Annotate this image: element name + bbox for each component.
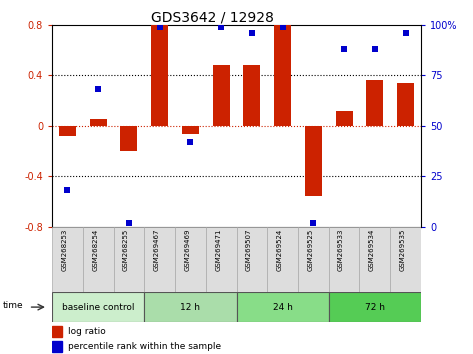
Bar bbox=[336, 110, 352, 126]
Text: 24 h: 24 h bbox=[272, 303, 293, 312]
Bar bbox=[83, 227, 114, 292]
Bar bbox=[151, 25, 168, 126]
Text: GSM269524: GSM269524 bbox=[277, 229, 283, 271]
Point bbox=[248, 30, 255, 36]
Point bbox=[94, 86, 102, 92]
Bar bbox=[305, 126, 322, 196]
Bar bbox=[329, 292, 421, 322]
Text: GSM269507: GSM269507 bbox=[246, 229, 252, 271]
Bar bbox=[329, 227, 359, 292]
Bar bbox=[52, 341, 62, 352]
Text: baseline control: baseline control bbox=[62, 303, 134, 312]
Bar bbox=[298, 227, 329, 292]
Bar bbox=[397, 83, 414, 126]
Bar bbox=[90, 119, 106, 126]
Bar bbox=[367, 80, 383, 126]
Text: GSM269535: GSM269535 bbox=[400, 229, 406, 271]
Bar bbox=[114, 227, 144, 292]
Text: GSM268255: GSM268255 bbox=[123, 229, 129, 271]
Point bbox=[279, 24, 287, 30]
Bar bbox=[244, 65, 260, 126]
Bar bbox=[144, 227, 175, 292]
Bar bbox=[274, 25, 291, 126]
Text: GSM269471: GSM269471 bbox=[215, 229, 221, 271]
Text: percentile rank within the sample: percentile rank within the sample bbox=[68, 342, 220, 351]
Bar bbox=[182, 126, 199, 135]
Point bbox=[186, 139, 194, 145]
Text: GSM269469: GSM269469 bbox=[184, 229, 190, 271]
Point bbox=[341, 46, 348, 52]
Bar bbox=[144, 292, 236, 322]
Bar bbox=[213, 65, 229, 126]
Point bbox=[63, 187, 71, 193]
Text: GSM269533: GSM269533 bbox=[338, 229, 344, 271]
Bar bbox=[390, 227, 421, 292]
Bar bbox=[236, 227, 267, 292]
Point bbox=[310, 220, 317, 225]
Text: GDS3642 / 12928: GDS3642 / 12928 bbox=[151, 11, 274, 25]
Point bbox=[402, 30, 410, 36]
Text: GSM268253: GSM268253 bbox=[61, 229, 67, 271]
Bar bbox=[52, 227, 83, 292]
Text: GSM268254: GSM268254 bbox=[92, 229, 98, 271]
Text: GSM269467: GSM269467 bbox=[154, 229, 159, 271]
Text: 72 h: 72 h bbox=[365, 303, 385, 312]
Bar bbox=[52, 292, 144, 322]
Text: GSM269525: GSM269525 bbox=[307, 229, 314, 271]
Bar bbox=[52, 326, 62, 337]
Bar bbox=[359, 227, 390, 292]
Point bbox=[125, 220, 132, 225]
Bar bbox=[175, 227, 206, 292]
Text: 12 h: 12 h bbox=[180, 303, 201, 312]
Text: time: time bbox=[3, 301, 23, 310]
Text: GSM269534: GSM269534 bbox=[369, 229, 375, 271]
Bar bbox=[206, 227, 236, 292]
Point bbox=[371, 46, 378, 52]
Bar bbox=[236, 292, 329, 322]
Bar bbox=[267, 227, 298, 292]
Bar bbox=[59, 126, 76, 136]
Point bbox=[156, 24, 164, 30]
Point bbox=[217, 24, 225, 30]
Bar bbox=[121, 126, 137, 151]
Text: log ratio: log ratio bbox=[68, 327, 105, 336]
